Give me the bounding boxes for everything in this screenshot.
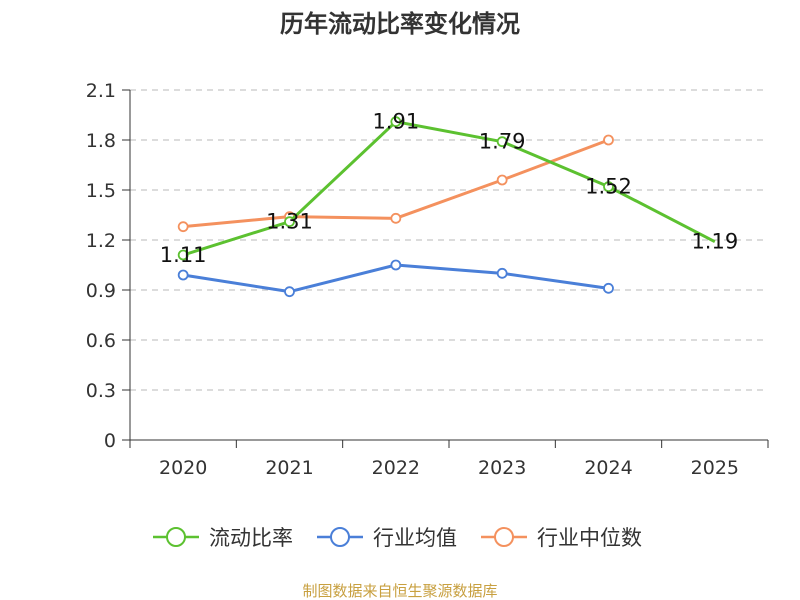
y-tick-label: 0.9 bbox=[86, 280, 116, 302]
x-tick-label: 2024 bbox=[584, 457, 632, 479]
legend-label: 行业均值 bbox=[373, 526, 457, 550]
legend-marker-icon bbox=[166, 527, 186, 547]
series-point bbox=[603, 134, 614, 146]
series-point bbox=[603, 282, 614, 294]
legend-item[interactable]: 行业均值 bbox=[317, 526, 457, 550]
legend-marker-icon bbox=[330, 527, 350, 547]
y-tick-label: 0.6 bbox=[86, 330, 116, 352]
series-point bbox=[496, 174, 508, 186]
series-point bbox=[390, 212, 402, 224]
series-point bbox=[390, 259, 402, 271]
y-tick-label: 1.8 bbox=[86, 130, 116, 152]
series-point bbox=[177, 269, 189, 281]
series-line bbox=[182, 120, 716, 257]
axes: 0 0.3 0.6 0.9 1.2 1.5 1.8 2.1 2020 2021 2022 2023 20… bbox=[86, 80, 769, 479]
legend-label: 行业中位数 bbox=[537, 526, 642, 550]
series-point bbox=[284, 216, 295, 228]
x-tick-label: 2022 bbox=[372, 457, 420, 479]
data-label: 1.19 bbox=[691, 230, 738, 254]
x-tick-label: 2021 bbox=[265, 457, 313, 479]
legend-label: 流动比率 bbox=[209, 526, 293, 550]
series-point bbox=[177, 249, 189, 261]
x-tick-label: 2020 bbox=[159, 457, 207, 479]
chart-title: 历年流动比率变化情况 bbox=[280, 10, 520, 38]
x-tick-label: 2025 bbox=[691, 457, 739, 479]
data-label: 1.31 bbox=[266, 210, 313, 234]
legend-marker-icon bbox=[494, 527, 514, 547]
series-point bbox=[177, 221, 189, 233]
grid bbox=[130, 89, 768, 391]
y-tick-label: 0 bbox=[104, 430, 116, 452]
legend-item[interactable]: 流动比率 bbox=[153, 526, 293, 550]
series-point bbox=[284, 286, 295, 298]
y-tick-label: 1.5 bbox=[86, 180, 116, 202]
y-tick-label: 1.2 bbox=[86, 230, 116, 252]
data-label: 1.52 bbox=[585, 175, 632, 199]
legend[interactable]: 流动比率 行业均值 行业中位数 bbox=[153, 526, 642, 550]
series-point bbox=[603, 181, 614, 193]
series-layer bbox=[177, 116, 716, 298]
data-label: 1.11 bbox=[160, 243, 207, 267]
legend-item[interactable]: 行业中位数 bbox=[481, 526, 642, 550]
y-tick-label: 2.1 bbox=[86, 80, 116, 102]
series-point bbox=[390, 116, 402, 128]
data-label: 1.91 bbox=[372, 110, 419, 134]
x-tick-label: 2023 bbox=[478, 457, 526, 479]
source-note: 制图数据来自恒生聚源数据库 bbox=[302, 582, 497, 600]
series-point bbox=[496, 267, 508, 279]
y-tick-label: 0.3 bbox=[86, 380, 116, 402]
data-label: 1.79 bbox=[479, 130, 526, 154]
series-point bbox=[496, 136, 508, 148]
data-labels: 1.11 1.31 1.91 1.79 1.52 1.19 bbox=[160, 110, 738, 267]
